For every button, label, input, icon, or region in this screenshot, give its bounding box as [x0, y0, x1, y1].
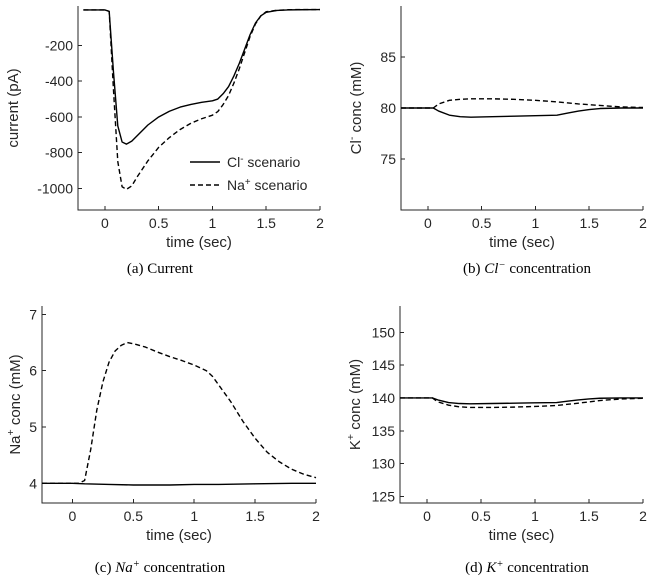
chart-d: 0 0.5 1 1.5 2 125 130 135 140 145 150 time (sec) K+ … [345, 306, 647, 576]
x-axis-label: time (sec) [489, 527, 555, 544]
x-tick-label: 2 [639, 508, 647, 524]
y-tick-label: 75 [380, 151, 396, 167]
y-tick-label: 150 [372, 324, 396, 340]
series-line-dashed [400, 397, 644, 409]
y-tick-label: -200 [45, 37, 73, 53]
x-tick-label: 0.5 [124, 508, 144, 524]
axis-frame [41, 306, 316, 504]
y-tick-label: 140 [372, 390, 396, 406]
x-tick-label: 1.5 [579, 508, 599, 524]
y-axis-label: Na+ conc (mM) [5, 354, 24, 454]
y-axis-label: K+ conc (mM) [345, 359, 364, 450]
series-line-solid [401, 107, 643, 118]
x-tick-label: 0 [423, 508, 431, 524]
series-line-solid [400, 397, 643, 405]
x-tick-label: 0 [69, 508, 77, 524]
x-axis-label: time (sec) [166, 234, 232, 251]
x-tick-label: 2 [316, 215, 324, 231]
y-tick-label: 125 [372, 488, 396, 504]
y-axis-label: Cl- conc (mM) [346, 62, 365, 155]
x-tick-label: 1 [532, 215, 540, 231]
x-tick-label: 1 [209, 215, 217, 231]
x-tick-label: 0.5 [149, 215, 169, 231]
x-tick-label: 1 [190, 508, 198, 524]
subfigure-caption: (d) K+ concentration [465, 559, 589, 577]
x-tick-label: 1.5 [579, 215, 599, 231]
x-axis-label: time (sec) [489, 234, 555, 251]
x-tick-label: 2 [639, 215, 647, 231]
y-tick-label: 4 [29, 475, 37, 491]
subfigure-caption: (c) Na+ concentration [95, 559, 226, 577]
series-line-solid [83, 8, 321, 145]
x-tick-label: 1.5 [256, 215, 276, 231]
y-tick-label: 135 [372, 423, 396, 439]
x-tick-label: 0.5 [472, 215, 492, 231]
subfigure-caption: (b) Cl− concentration [463, 260, 591, 278]
y-tick-label: 7 [29, 306, 37, 322]
y-tick-label: 130 [372, 456, 396, 472]
y-tick-label: 6 [29, 363, 37, 379]
axis-frame [399, 306, 643, 504]
x-tick-label: 2 [312, 508, 320, 524]
subfigure-caption: (a) Current [127, 261, 194, 277]
y-tick-label: 5 [29, 419, 37, 435]
chart-c: 0 0.5 1 1.5 2 4 5 6 7 time (sec) Na+ conc (mM) (c) … [5, 306, 320, 576]
x-tick-label: 1.5 [245, 508, 265, 524]
x-tick-label: 0 [101, 215, 109, 231]
legend-entry: Na+ scenario [227, 177, 308, 194]
chart-b: 0 0.5 1 1.5 2 75 80 85 time (sec) Cl- conc (mM) (b… [346, 6, 647, 277]
series-line-solid [42, 482, 316, 486]
y-axis-label: current (pA) [5, 68, 22, 147]
axis-frame [77, 6, 320, 211]
axis-frame [400, 6, 643, 211]
legend-entry: Cl- scenario [227, 154, 301, 171]
y-tick-label: 145 [372, 357, 396, 373]
x-tick-label: 0 [424, 215, 432, 231]
y-tick-label: 80 [380, 100, 396, 116]
x-axis-label: time (sec) [146, 527, 212, 544]
y-tick-label: -600 [45, 109, 73, 125]
x-tick-label: 1 [531, 508, 539, 524]
y-tick-label: -1000 [37, 181, 73, 197]
series-line-dashed [401, 98, 644, 109]
y-tick-label: -800 [45, 145, 73, 161]
x-tick-label: 0.5 [471, 508, 491, 524]
series-line-dashed [42, 341, 317, 484]
y-tick-label: -400 [45, 73, 73, 89]
y-tick-label: 85 [380, 49, 396, 65]
chart-a: 0 0.5 1 1.5 2 -1000 -800 -600 -400 -200 time (sec)… [5, 6, 324, 277]
